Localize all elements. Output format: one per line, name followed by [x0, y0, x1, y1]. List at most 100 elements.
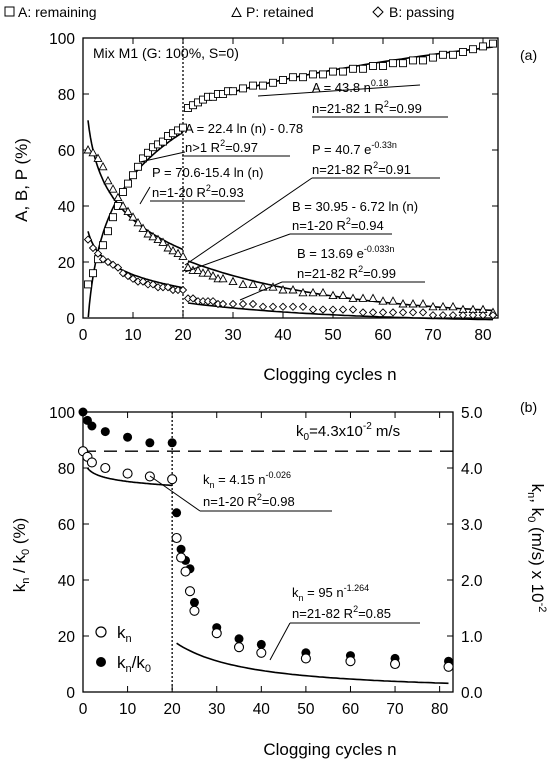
data-point-p-retained — [133, 217, 143, 227]
data-point-kn-k0 — [172, 508, 182, 518]
data-point-kn — [443, 661, 454, 672]
data-point-p-retained — [103, 175, 113, 185]
x-axis-title-b: Clogging cycles n — [263, 740, 396, 759]
data-point-p-retained — [88, 147, 98, 157]
data-point-p-retained — [368, 293, 378, 302]
data-point-b-passing — [138, 277, 148, 286]
panel-b: 0 10 20 30 40 50 60 70 80 0 20 40 60 80 100 0.0 1.0 2.0 3.… — [10, 399, 548, 759]
data-point-a-remaining — [329, 67, 337, 76]
fit-label: kn = 95 n-1.264 — [292, 583, 369, 603]
data-point-b-passing — [98, 255, 108, 264]
data-point-b-passing — [288, 302, 298, 311]
data-point-b-passing — [358, 308, 368, 317]
data-point-p-retained — [298, 287, 308, 297]
data-point-a-remaining — [399, 59, 407, 68]
legend-a: A: remaining P: retained B: passing — [4, 4, 454, 20]
data-point-p-retained — [163, 243, 173, 252]
data-point-p-retained — [108, 184, 118, 193]
data-point-a-remaining — [144, 148, 152, 157]
x-tick-label: 0 — [79, 327, 88, 344]
y-tick-label: 20 — [58, 255, 76, 272]
data-point-kn — [189, 605, 200, 616]
data-point-kn — [389, 658, 401, 670]
x-axis-title-a: Clogging cycles n — [263, 365, 396, 384]
x-tick-label: 10 — [119, 701, 137, 718]
fit-label: A = 43.8 n0.18 — [312, 78, 388, 95]
data-point-kn — [233, 642, 245, 653]
fit-curves-b — [86, 467, 449, 685]
plot-frame — [82, 411, 454, 693]
data-point-a-remaining — [99, 241, 107, 250]
x-tick-label: 10 — [124, 327, 142, 344]
legend-label-kn: kn — [117, 623, 132, 645]
annotations-a: A = 43.8 n0.18 n=21-82 1 R2=0.99 A = 22.… — [139, 78, 448, 301]
data-point-a-remaining — [359, 64, 367, 73]
y-tick-label: 80 — [58, 461, 76, 478]
data-point-kn — [256, 647, 267, 658]
data-point-a-remaining — [309, 70, 317, 79]
data-point-p-retained — [178, 251, 188, 260]
x-tick-label: 70 — [386, 701, 404, 718]
y-tick-label: 100 — [49, 31, 75, 48]
data-point-a-remaining — [379, 62, 387, 70]
data-point-b-passing — [93, 249, 103, 258]
data-point-p-retained — [318, 287, 328, 297]
plot-frame — [82, 37, 499, 319]
data-point-b-passing — [278, 302, 288, 311]
legend-b: kn kn/k0 — [95, 623, 151, 675]
data-point-kn-k0 — [167, 438, 177, 448]
data-point-p-retained — [128, 212, 138, 221]
data-point-p-retained — [123, 206, 133, 216]
y-tick-label: 60 — [58, 143, 76, 160]
leader-line — [139, 151, 186, 163]
data-point-a-remaining — [349, 64, 357, 73]
x-tick-label: 50 — [324, 327, 342, 344]
data-point-b-passing — [108, 260, 118, 269]
legend-marker-triangle — [231, 6, 242, 17]
leader-line — [139, 186, 151, 205]
data-point-p-retained — [408, 299, 418, 308]
leader-line — [184, 233, 291, 273]
data-point-p-retained — [378, 296, 388, 305]
data-point-p-retained — [173, 248, 183, 258]
x-tick-label: 0 — [79, 701, 88, 718]
data-point-a-remaining — [119, 188, 127, 196]
data-point-a-remaining — [479, 42, 487, 51]
data-point-a-remaining — [139, 154, 147, 163]
data-point-b-passing — [123, 271, 133, 281]
y-tick-label: 60 — [58, 517, 76, 534]
x-tick-label: 80 — [431, 701, 449, 718]
data-point-b-passing — [448, 311, 458, 320]
data-point-kn-k0 — [123, 432, 133, 442]
fit-label-line2: n=21-82 R2=0.85 — [292, 604, 391, 621]
data-point-a-remaining — [249, 81, 257, 90]
data-point-b-passing — [418, 308, 428, 317]
data-point-b-passing — [128, 274, 138, 283]
y-axis-title-left-b: kn / k0 (%) — [10, 518, 32, 593]
data-point-kn — [180, 566, 191, 577]
data-point-b-passing — [318, 305, 328, 314]
y-tick-label: 0 — [66, 311, 75, 328]
data-point-b-passing — [228, 299, 238, 309]
x-tick-label: 60 — [342, 701, 360, 718]
data-point-a-remaining — [319, 70, 327, 79]
data-point-a-remaining — [239, 84, 247, 93]
data-point-b-passing — [208, 297, 218, 306]
data-point-b-passing — [218, 299, 228, 309]
data-point-b-passing — [348, 305, 358, 314]
annotations-b: kn = 4.15 n-0.026 n=1-20 R2=0.98 kn = 95… — [149, 470, 420, 661]
y-tick-label: 40 — [58, 199, 76, 216]
data-point-b-passing — [338, 305, 348, 314]
fit-label: B = 13.69 e-0.033n — [297, 244, 394, 261]
legend-marker-open-circle — [95, 626, 107, 638]
axes-b: 0 10 20 30 40 50 60 70 80 0 20 40 60 80 100 0.0 1.0 2.0 3.… — [49, 405, 483, 718]
data-point-a-remaining — [449, 50, 457, 59]
data-point-a-remaining — [439, 50, 447, 59]
data-point-a-remaining — [409, 56, 417, 65]
data-point-a-remaining — [289, 73, 297, 82]
legend-label-p: P: retained — [246, 4, 314, 20]
leader-line — [239, 281, 283, 301]
data-point-kn — [171, 532, 182, 544]
data-point-p-retained — [238, 279, 248, 288]
fit-curve-b-exp — [187, 302, 493, 321]
